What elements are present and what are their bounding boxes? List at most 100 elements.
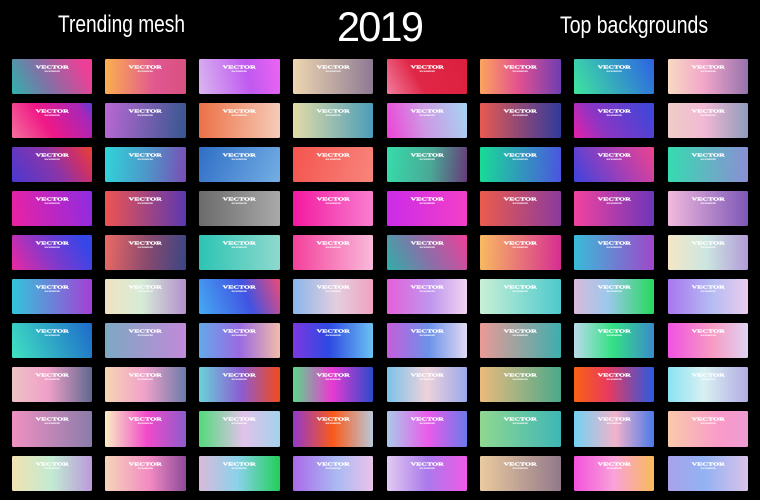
- svg-text:BACKGROUND: BACKGROUND: [513, 202, 528, 205]
- svg-text:BACKGROUND: BACKGROUND: [232, 246, 247, 249]
- svg-text:BACKGROUND: BACKGROUND: [419, 70, 434, 73]
- svg-text:VECTOR: VECTOR: [129, 64, 163, 69]
- svg-text:BACKGROUND: BACKGROUND: [700, 246, 715, 249]
- svg-text:VECTOR: VECTOR: [223, 241, 257, 246]
- svg-text:VECTOR: VECTOR: [410, 64, 444, 69]
- svg-text:BACKGROUND: BACKGROUND: [232, 290, 247, 293]
- svg-text:VECTOR: VECTOR: [410, 461, 444, 466]
- svg-text:BACKGROUND: BACKGROUND: [325, 378, 340, 381]
- svg-text:VECTOR: VECTOR: [35, 241, 69, 246]
- svg-text:VECTOR: VECTOR: [223, 329, 257, 334]
- svg-text:VECTOR: VECTOR: [504, 417, 538, 422]
- svg-text:BACKGROUND: BACKGROUND: [44, 70, 59, 73]
- svg-text:BACKGROUND: BACKGROUND: [419, 114, 434, 117]
- svg-text:VECTOR: VECTOR: [223, 108, 257, 113]
- svg-text:BACKGROUND: BACKGROUND: [44, 158, 59, 161]
- svg-text:VECTOR: VECTOR: [598, 196, 632, 201]
- svg-text:VECTOR: VECTOR: [316, 196, 350, 201]
- svg-text:BACKGROUND: BACKGROUND: [325, 246, 340, 249]
- svg-text:VECTOR: VECTOR: [598, 285, 632, 290]
- svg-text:VECTOR: VECTOR: [691, 417, 725, 422]
- svg-text:BACKGROUND: BACKGROUND: [419, 467, 434, 470]
- svg-text:BACKGROUND: BACKGROUND: [232, 467, 247, 470]
- svg-text:BACKGROUND: BACKGROUND: [513, 334, 528, 337]
- svg-text:BACKGROUND: BACKGROUND: [325, 202, 340, 205]
- svg-text:VECTOR: VECTOR: [598, 329, 632, 334]
- svg-text:VECTOR: VECTOR: [223, 417, 257, 422]
- svg-text:VECTOR: VECTOR: [504, 196, 538, 201]
- svg-text:BACKGROUND: BACKGROUND: [700, 467, 715, 470]
- svg-text:BACKGROUND: BACKGROUND: [419, 378, 434, 381]
- svg-text:VECTOR: VECTOR: [410, 329, 444, 334]
- svg-text:VECTOR: VECTOR: [598, 108, 632, 113]
- svg-text:VECTOR: VECTOR: [223, 152, 257, 157]
- svg-text:BACKGROUND: BACKGROUND: [419, 422, 434, 425]
- svg-text:BACKGROUND: BACKGROUND: [232, 158, 247, 161]
- svg-text:BACKGROUND: BACKGROUND: [419, 290, 434, 293]
- svg-text:BACKGROUND: BACKGROUND: [700, 290, 715, 293]
- svg-text:BACKGROUND: BACKGROUND: [606, 467, 621, 470]
- svg-text:VECTOR: VECTOR: [35, 329, 69, 334]
- svg-text:BACKGROUND: BACKGROUND: [138, 334, 153, 337]
- svg-text:VECTOR: VECTOR: [691, 461, 725, 466]
- svg-text:BACKGROUND: BACKGROUND: [513, 378, 528, 381]
- svg-text:VECTOR: VECTOR: [691, 285, 725, 290]
- svg-text:VECTOR: VECTOR: [504, 241, 538, 246]
- svg-text:VECTOR: VECTOR: [129, 108, 163, 113]
- svg-text:VECTOR: VECTOR: [410, 417, 444, 422]
- svg-text:BACKGROUND: BACKGROUND: [325, 158, 340, 161]
- svg-text:BACKGROUND: BACKGROUND: [232, 114, 247, 117]
- svg-text:BACKGROUND: BACKGROUND: [606, 378, 621, 381]
- svg-text:BACKGROUND: BACKGROUND: [606, 422, 621, 425]
- svg-text:BACKGROUND: BACKGROUND: [700, 114, 715, 117]
- svg-text:VECTOR: VECTOR: [129, 196, 163, 201]
- svg-text:BACKGROUND: BACKGROUND: [325, 467, 340, 470]
- svg-text:BACKGROUND: BACKGROUND: [44, 246, 59, 249]
- svg-text:VECTOR: VECTOR: [504, 373, 538, 378]
- svg-text:VECTOR: VECTOR: [691, 64, 725, 69]
- svg-text:VECTOR: VECTOR: [598, 152, 632, 157]
- svg-text:VECTOR: VECTOR: [35, 64, 69, 69]
- svg-text:BACKGROUND: BACKGROUND: [44, 202, 59, 205]
- svg-text:BACKGROUND: BACKGROUND: [325, 290, 340, 293]
- svg-text:BACKGROUND: BACKGROUND: [232, 202, 247, 205]
- svg-text:VECTOR: VECTOR: [316, 329, 350, 334]
- svg-text:BACKGROUND: BACKGROUND: [513, 467, 528, 470]
- svg-text:VECTOR: VECTOR: [35, 196, 69, 201]
- svg-text:BACKGROUND: BACKGROUND: [700, 422, 715, 425]
- svg-text:BACKGROUND: BACKGROUND: [44, 290, 59, 293]
- svg-text:VECTOR: VECTOR: [691, 373, 725, 378]
- svg-text:VECTOR: VECTOR: [691, 329, 725, 334]
- svg-text:BACKGROUND: BACKGROUND: [44, 422, 59, 425]
- svg-text:BACKGROUND: BACKGROUND: [138, 378, 153, 381]
- svg-text:VECTOR: VECTOR: [316, 152, 350, 157]
- svg-text:BACKGROUND: BACKGROUND: [606, 202, 621, 205]
- svg-text:VECTOR: VECTOR: [691, 196, 725, 201]
- svg-text:VECTOR: VECTOR: [691, 108, 725, 113]
- svg-text:VECTOR: VECTOR: [410, 196, 444, 201]
- svg-text:BACKGROUND: BACKGROUND: [513, 114, 528, 117]
- svg-text:BACKGROUND: BACKGROUND: [138, 467, 153, 470]
- svg-text:VECTOR: VECTOR: [316, 461, 350, 466]
- svg-text:VECTOR: VECTOR: [129, 241, 163, 246]
- svg-text:VECTOR: VECTOR: [223, 64, 257, 69]
- svg-text:VECTOR: VECTOR: [504, 108, 538, 113]
- svg-text:VECTOR: VECTOR: [129, 373, 163, 378]
- svg-text:BACKGROUND: BACKGROUND: [232, 422, 247, 425]
- svg-text:VECTOR: VECTOR: [316, 373, 350, 378]
- svg-text:BACKGROUND: BACKGROUND: [700, 378, 715, 381]
- svg-text:VECTOR: VECTOR: [504, 461, 538, 466]
- svg-text:BACKGROUND: BACKGROUND: [513, 290, 528, 293]
- svg-text:VECTOR: VECTOR: [223, 461, 257, 466]
- svg-text:VECTOR: VECTOR: [691, 241, 725, 246]
- svg-text:BACKGROUND: BACKGROUND: [606, 334, 621, 337]
- svg-text:BACKGROUND: BACKGROUND: [44, 114, 59, 117]
- svg-text:VECTOR: VECTOR: [316, 417, 350, 422]
- svg-text:BACKGROUND: BACKGROUND: [138, 246, 153, 249]
- svg-text:BACKGROUND: BACKGROUND: [513, 246, 528, 249]
- svg-text:VECTOR: VECTOR: [504, 329, 538, 334]
- svg-text:BACKGROUND: BACKGROUND: [44, 467, 59, 470]
- svg-text:VECTOR: VECTOR: [129, 285, 163, 290]
- svg-text:VECTOR: VECTOR: [316, 64, 350, 69]
- svg-text:BACKGROUND: BACKGROUND: [44, 334, 59, 337]
